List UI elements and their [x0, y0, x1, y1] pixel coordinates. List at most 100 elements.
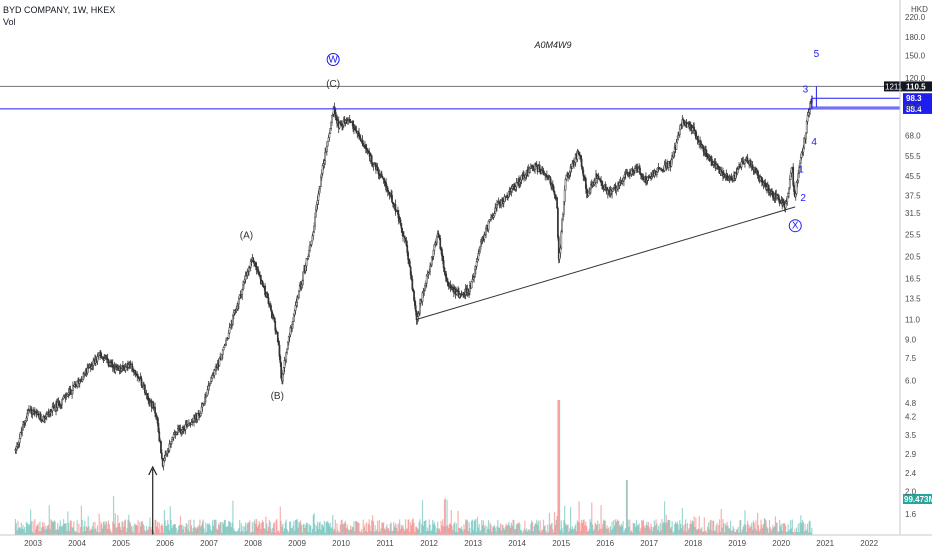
volume-bar: [329, 522, 331, 535]
volume-bar: [299, 522, 301, 535]
volume-bar: [277, 531, 279, 535]
volume-bar: [487, 519, 490, 535]
volume-bar: [403, 528, 405, 535]
volume-bar: [213, 519, 215, 535]
volume-bar: [123, 520, 126, 535]
volume-bar: [203, 528, 205, 535]
candle-body: [581, 166, 584, 171]
volume-bar: [427, 530, 430, 535]
volume-bar: [740, 519, 742, 535]
volume-bar: [454, 531, 457, 535]
volume-bar: [466, 519, 468, 535]
volume-bar: [133, 532, 135, 535]
volume-bar: [676, 521, 678, 535]
volume-bar: [125, 531, 127, 535]
volume-bar: [543, 526, 545, 535]
volume-bar: [367, 523, 369, 535]
volume-bar: [794, 528, 796, 535]
candle-body: [573, 162, 576, 166]
volume-bar: [233, 528, 235, 535]
volume-bar: [719, 531, 722, 535]
volume-bar: [289, 521, 292, 535]
candle-body: [441, 255, 444, 261]
volume-bar: [200, 526, 202, 535]
volume-bar: [703, 517, 705, 535]
volume-bar: [692, 521, 694, 535]
candle-body: [39, 414, 42, 420]
x-tick-label: 2019: [728, 539, 746, 548]
volume-bar: [641, 521, 644, 535]
candle-body: [786, 196, 789, 203]
candle-body: [227, 332, 230, 339]
candle-body: [307, 255, 310, 259]
candle-body: [196, 413, 199, 420]
volume-bar: [289, 521, 291, 535]
volume-bar: [742, 526, 744, 535]
y-tick-label: 2.0: [905, 488, 917, 497]
candle-body: [408, 260, 411, 268]
volume-bar: [314, 524, 316, 535]
volume-bar: [64, 523, 66, 535]
volume-bar: [327, 520, 329, 535]
volume-bar: [408, 519, 410, 535]
volume-bar: [252, 531, 254, 535]
volume-bar: [698, 516, 700, 535]
candle-body: [243, 281, 245, 286]
volume-bar: [123, 527, 125, 535]
volume-bar: [514, 528, 516, 535]
volume-bar: [685, 531, 688, 535]
volume-bar: [32, 520, 34, 535]
volume-bar: [394, 523, 397, 535]
volume-bars: [14, 400, 813, 535]
volume-bar: [200, 525, 203, 535]
candle-body: [529, 167, 531, 173]
volume-bar: [714, 530, 716, 535]
volume-bar: [745, 524, 747, 535]
volume-bar: [103, 521, 105, 535]
volume-bar: [470, 532, 472, 535]
candle-body: [361, 139, 364, 144]
volume-bar: [143, 525, 145, 535]
candle-body: [656, 171, 658, 175]
volume-bar: [104, 525, 106, 535]
volume-bar: [542, 519, 545, 535]
volume-bar: [544, 525, 546, 535]
volume-bar: [529, 530, 531, 535]
volume-bar: [478, 523, 480, 535]
volume-bar: [468, 522, 470, 535]
volume-bar: [309, 525, 311, 535]
volume-bar: [245, 522, 247, 535]
volume-bar: [636, 525, 639, 535]
volume-bar: [747, 524, 749, 535]
volume-bar: [537, 520, 540, 535]
candle-body: [678, 128, 681, 135]
volume-bar: [486, 526, 488, 535]
volume-bar: [130, 526, 132, 535]
volume-bar: [205, 522, 207, 535]
candle-body: [315, 204, 318, 211]
currency-label: HKD: [911, 5, 928, 14]
volume-bar: [589, 519, 591, 535]
volume-bar: [691, 523, 693, 535]
volume-bar: [31, 531, 33, 535]
candle-body: [160, 440, 162, 454]
candle-body: [92, 360, 95, 366]
candle-body: [285, 352, 288, 361]
volume-bar: [445, 526, 447, 535]
candle-body: [225, 339, 227, 345]
volume-bar: [139, 522, 141, 535]
volume-bar: [382, 522, 385, 535]
volume-bar: [424, 520, 426, 535]
volume-bar: [400, 524, 402, 535]
volume-bar: [114, 513, 116, 535]
volume-bar: [341, 519, 343, 535]
volume-bar: [602, 523, 604, 535]
volume-bar: [221, 532, 223, 535]
volume-bar: [476, 516, 479, 535]
volume-bar: [721, 527, 723, 535]
countdown-label: 1211: [885, 82, 903, 91]
candle-body: [237, 298, 240, 305]
y-tick-label: 68.0: [905, 131, 921, 140]
volume-bar: [477, 527, 479, 535]
